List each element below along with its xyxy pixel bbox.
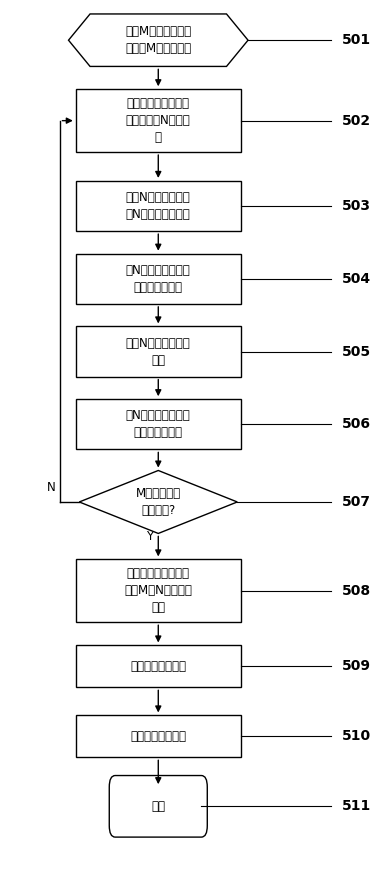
Text: 509: 509 (341, 659, 370, 673)
Polygon shape (79, 470, 237, 533)
Text: 求解最优标定参数: 求解最优标定参数 (130, 660, 186, 673)
Text: 511: 511 (341, 800, 371, 814)
Text: 507: 507 (341, 495, 370, 509)
Text: 结束: 结束 (151, 800, 165, 813)
Text: 503: 503 (341, 199, 370, 213)
Text: 510: 510 (341, 729, 371, 743)
FancyBboxPatch shape (76, 327, 241, 377)
Text: Y: Y (146, 530, 153, 543)
Text: 计算N个相机的内外
参数: 计算N个相机的内外 参数 (126, 336, 191, 367)
Text: 存储最优标定参数: 存储最优标定参数 (130, 730, 186, 743)
Text: 将N个相机的内外参
数存储为参数表: 将N个相机的内外参 数存储为参数表 (126, 409, 191, 439)
Text: M组图像序列
读取完毕?: M组图像序列 读取完毕? (136, 487, 181, 517)
Text: 采集M组图像，顺序
排列成M组图像序列: 采集M组图像，顺序 排列成M组图像序列 (125, 25, 191, 55)
Text: 将N个特征点对坐标
存储为点对列表: 将N个特征点对坐标 存储为点对列表 (126, 264, 191, 294)
Text: 505: 505 (341, 345, 371, 359)
Text: 504: 504 (341, 272, 371, 286)
FancyBboxPatch shape (76, 181, 241, 231)
Text: 提取参数表，顺序排
列成M行N列的训练
数据: 提取参数表，顺序排 列成M行N列的训练 数据 (124, 567, 192, 614)
FancyBboxPatch shape (76, 399, 241, 449)
FancyBboxPatch shape (76, 253, 241, 304)
Text: 508: 508 (341, 584, 371, 598)
Text: N: N (47, 481, 56, 494)
Text: 读取N个图像对，提
取N个特征点对坐标: 读取N个图像对，提 取N个特征点对坐标 (126, 191, 191, 221)
FancyBboxPatch shape (109, 775, 207, 837)
FancyBboxPatch shape (76, 645, 241, 687)
FancyBboxPatch shape (76, 715, 241, 758)
FancyBboxPatch shape (76, 559, 241, 622)
FancyBboxPatch shape (76, 89, 241, 152)
Text: 顺序读取一组图像序
列，存储为N个图像
对: 顺序读取一组图像序 列，存储为N个图像 对 (126, 98, 191, 145)
Text: 502: 502 (341, 113, 371, 128)
Text: 501: 501 (341, 33, 371, 47)
Polygon shape (68, 14, 248, 66)
Text: 506: 506 (341, 417, 370, 431)
